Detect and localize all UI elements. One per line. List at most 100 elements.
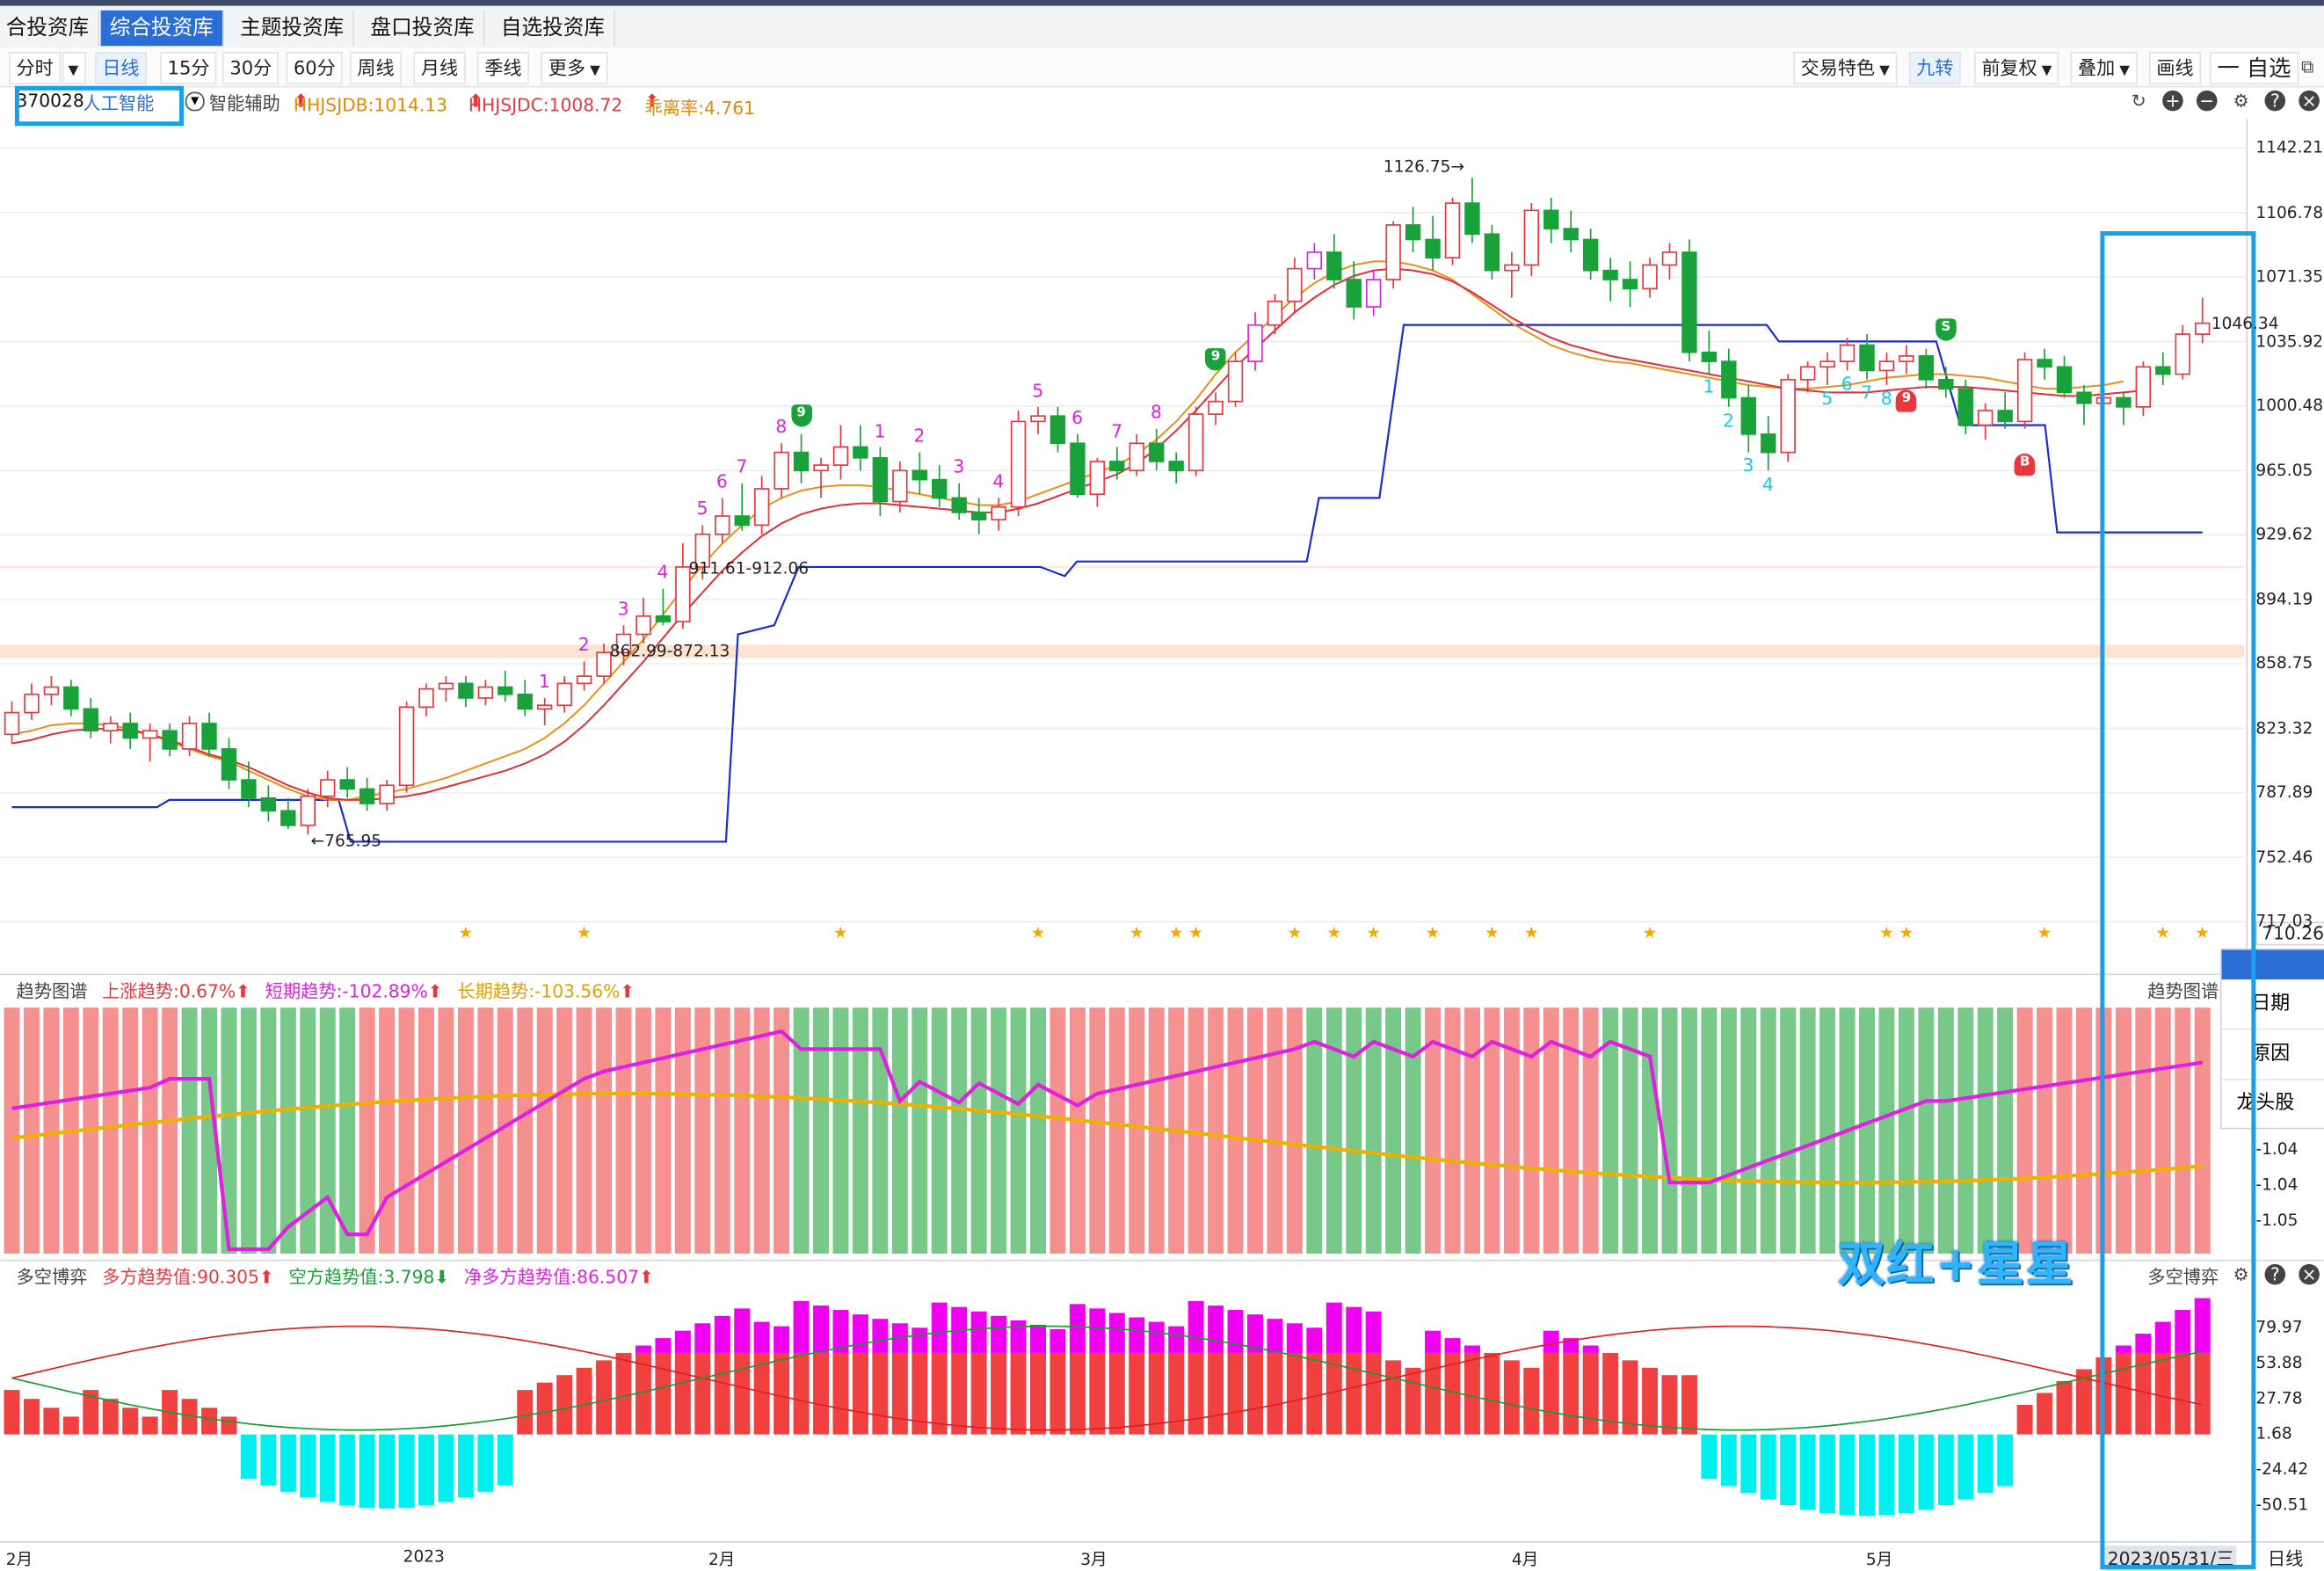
- chevron-down-icon: ▼: [68, 63, 79, 79]
- period-more-button[interactable]: 更多 ▼: [541, 51, 608, 85]
- overlay-button[interactable]: 叠加 ▼: [2070, 51, 2138, 85]
- dk-net-bar: [1286, 1323, 1303, 1353]
- candle-body: [1938, 378, 1954, 390]
- close-icon[interactable]: ×: [2299, 1263, 2320, 1285]
- trend-bar: [556, 1007, 573, 1255]
- trend-bar: [931, 1007, 948, 1255]
- dk-net-bar: [872, 1319, 889, 1353]
- window-restore-icon[interactable]: ⧉: [2301, 56, 2314, 77]
- assist-label: 智能辅助: [208, 93, 280, 114]
- help-icon[interactable]: ?: [2264, 1263, 2286, 1285]
- detail-row-date[interactable]: 日期: [2221, 979, 2324, 1030]
- forward-adjust-button[interactable]: 前复权 ▼: [1974, 51, 2059, 85]
- nine-turn-button[interactable]: 九转: [1908, 51, 1961, 85]
- tab-theme-library[interactable]: 主题投资库: [231, 10, 355, 47]
- candle-body: [892, 469, 908, 503]
- chevron-down-icon[interactable]: ▼: [185, 91, 205, 112]
- trend-bar: [891, 1007, 908, 1255]
- candle-body: [753, 488, 770, 527]
- dk-net-bar: [813, 1306, 830, 1353]
- trend-bar: [1030, 1007, 1046, 1255]
- star-icon: ★: [2037, 923, 2052, 943]
- help-icon[interactable]: ?: [2264, 90, 2286, 112]
- dk-net-bar: [2154, 1321, 2171, 1353]
- add-watchlist-button[interactable]: 一 自选: [2210, 51, 2299, 85]
- trade-feature-button[interactable]: 交易特色 ▼: [1793, 51, 1898, 85]
- candle-body: [536, 704, 553, 710]
- refresh-icon[interactable]: ↻: [2131, 90, 2146, 112]
- period-quarterly-button[interactable]: 季线: [476, 51, 529, 85]
- stock-name[interactable]: 人工智能: [83, 93, 155, 114]
- price-axis-label: 965.05: [2255, 460, 2313, 480]
- dk-long-bar: [201, 1407, 217, 1435]
- close-icon[interactable]: ×: [2299, 90, 2320, 112]
- tab-combined-partial[interactable]: 合投资库: [0, 10, 99, 47]
- window-top-strip: [0, 0, 2324, 6]
- dk-short-bar: [240, 1434, 257, 1480]
- zoom-in-icon[interactable]: +: [2162, 90, 2183, 112]
- dk-long-bar: [1286, 1352, 1303, 1435]
- trend-bar: [379, 1007, 396, 1255]
- candle-body: [339, 779, 355, 790]
- star-icon: ★: [2155, 923, 2170, 943]
- period-dropdown-button[interactable]: ▼: [62, 51, 86, 85]
- period-timeshare-button[interactable]: 分时: [9, 51, 62, 85]
- star-icon: ★: [1899, 923, 1914, 943]
- candle-body: [1464, 202, 1480, 236]
- trend-bar: [596, 1007, 613, 1255]
- price-axis-label: 1000.48: [2255, 396, 2324, 415]
- dk-net-bar: [1089, 1308, 1106, 1353]
- period-15min-button[interactable]: 15分: [160, 51, 217, 85]
- nine-turn-number: 3: [617, 598, 629, 620]
- period-30min-button[interactable]: 30分: [222, 51, 280, 85]
- dk-net-bar: [1463, 1345, 1480, 1353]
- star-icon: ★: [1129, 923, 1144, 943]
- candle-body: [1622, 279, 1638, 290]
- gear-icon[interactable]: ⚙: [2233, 90, 2249, 112]
- period-monthly-button[interactable]: 月线: [413, 51, 466, 85]
- price-axis-label: 752.46: [2255, 847, 2313, 867]
- candle-body: [2056, 366, 2073, 394]
- pane-divider: [0, 973, 2324, 976]
- zoom-out-icon[interactable]: −: [2196, 90, 2218, 112]
- annotation-text: 双红+星星: [1837, 1235, 2075, 1292]
- candle-body: [1267, 300, 1283, 326]
- price-axis-label: 823.32: [2255, 717, 2313, 738]
- trend-bar: [813, 1007, 830, 1255]
- trend-bar: [2194, 1007, 2211, 1255]
- dk-long-bar: [1425, 1352, 1442, 1435]
- tab-tape-library[interactable]: 盘口投资库: [361, 10, 485, 47]
- price-axis-label: 1071.35: [2255, 266, 2324, 287]
- candle-body: [970, 512, 987, 521]
- nine-turn-number: 2: [1723, 410, 1734, 431]
- nine-turn-number: 5: [1032, 380, 1044, 402]
- dk-long-bar: [734, 1352, 751, 1435]
- detail-row-leader[interactable]: 龙头股: [2236, 1092, 2295, 1115]
- detail-row-reason[interactable]: 原因: [2221, 1029, 2324, 1080]
- tab-combined-library[interactable]: 综合投资库: [100, 10, 224, 47]
- chevron-down-icon: ▼: [2119, 63, 2130, 79]
- candle-body: [694, 533, 711, 568]
- trend-bar: [260, 1007, 277, 1255]
- candle-body: [832, 446, 849, 466]
- draw-line-button[interactable]: 画线: [2148, 51, 2202, 85]
- dk-net-bar: [911, 1327, 928, 1353]
- trend-bar: [1247, 1007, 1263, 1255]
- dk-short-bar: [1898, 1434, 1914, 1514]
- dk-long-bar: [1267, 1352, 1283, 1435]
- dk-axis-label: 79.97: [2255, 1317, 2303, 1337]
- trend-bar: [911, 1007, 928, 1255]
- dk-long-bar: [655, 1352, 672, 1435]
- dk-long-bar: [2016, 1404, 2033, 1435]
- time-axis-label: 3月: [1080, 1550, 1108, 1570]
- tab-custom-library[interactable]: 自选投资库: [492, 10, 615, 47]
- candle-body: [280, 810, 296, 826]
- dk-net-bar: [931, 1302, 948, 1353]
- candlestick-chart[interactable]: [0, 118, 2253, 976]
- period-daily-button[interactable]: 日线: [94, 51, 147, 85]
- gear-icon[interactable]: ⚙: [2233, 1263, 2249, 1285]
- nine-turn-number: 7: [1111, 420, 1122, 441]
- period-weekly-button[interactable]: 周线: [349, 51, 402, 85]
- dk-axis-label: 53.88: [2255, 1352, 2303, 1372]
- period-60min-button[interactable]: 60分: [286, 51, 344, 85]
